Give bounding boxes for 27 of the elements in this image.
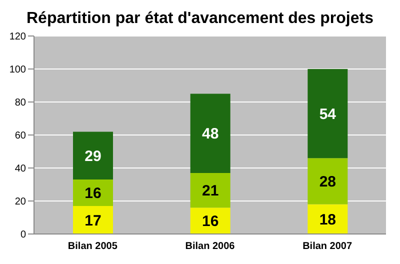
y-tick-label: 20 [14,196,26,208]
bar [73,132,113,180]
bar [190,94,230,173]
data-label: 18 [319,211,336,228]
data-label: 54 [319,106,337,123]
y-tick-label: 80 [14,98,26,109]
y-tick-label: 120 [9,32,26,43]
chart-title: Répartition par état d'avancement des projets [25,9,374,29]
data-label: 28 [319,174,336,191]
x-tick-label: Bilan 2005 [68,241,118,252]
data-label: 17 [84,212,102,230]
bar [308,69,348,158]
bar [73,206,113,234]
data-label: 16 [84,185,102,202]
data-label: 29 [84,148,102,165]
bar [308,158,348,204]
y-tick-label: 40 [14,164,26,175]
data-label: 16 [202,213,219,230]
bar [73,180,113,206]
data-label: 21 [202,182,219,200]
bar [190,172,230,208]
x-tick-label: Bilan 2006 [185,241,236,252]
y-tick-label: 60 [14,130,26,142]
x-tick-label: Bilan 2007 [302,241,352,252]
y-tick-label: 0 [20,230,26,241]
y-tick-label: 100 [9,64,26,76]
data-label: 48 [202,126,219,143]
